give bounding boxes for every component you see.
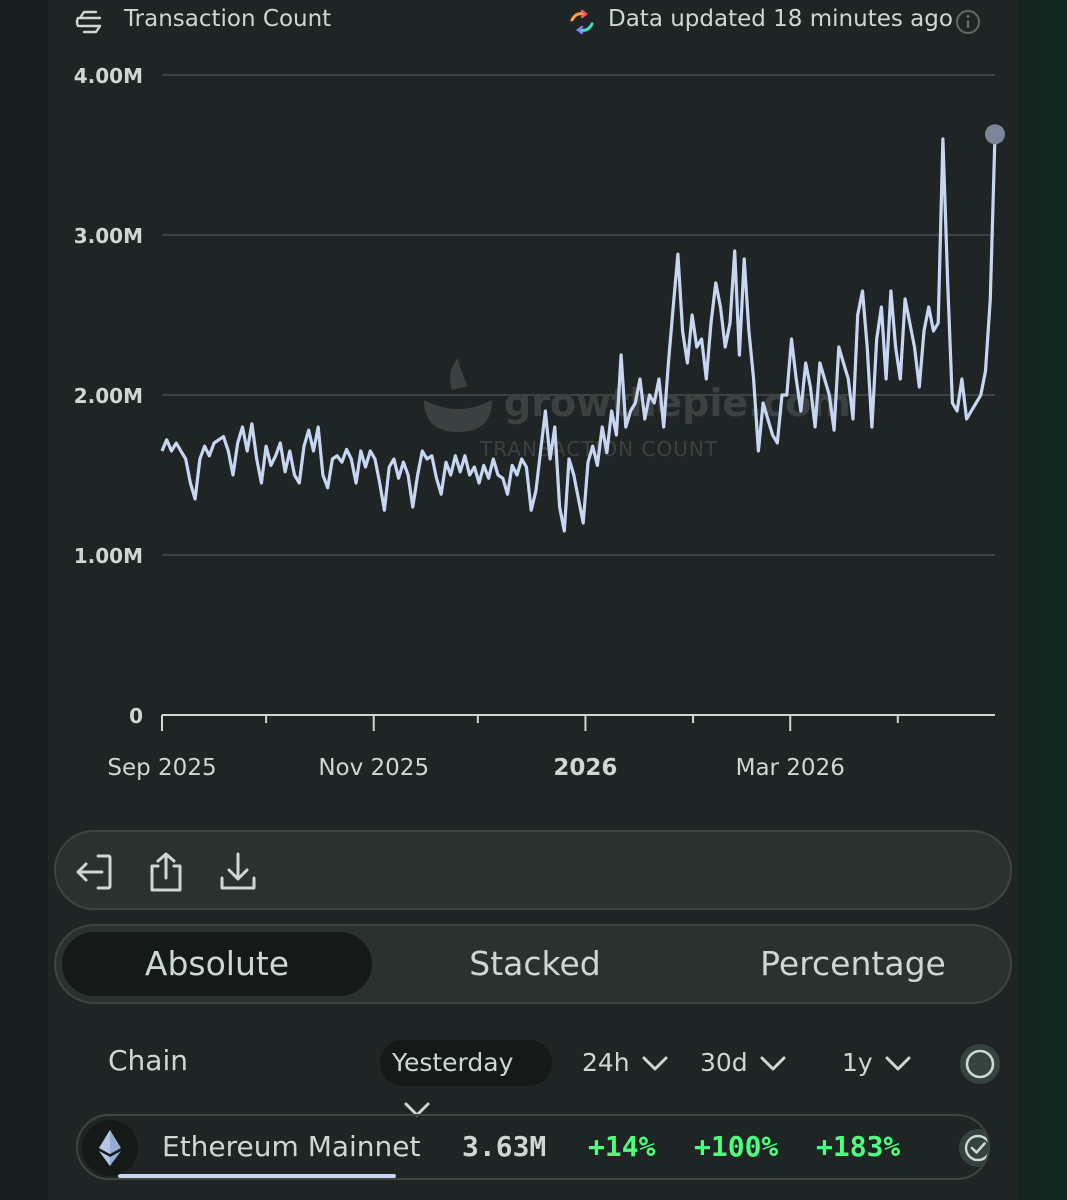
- x-tick-label: Sep 2025: [107, 755, 216, 781]
- x-tick-label: Mar 2026: [736, 755, 845, 781]
- period-label: 24h: [582, 1048, 630, 1077]
- info-icon[interactable]: [954, 8, 982, 36]
- mode-absolute[interactable]: Absolute: [62, 932, 372, 996]
- ethereum-icon: [99, 1130, 121, 1166]
- chain-name: Ethereum Mainnet: [162, 1130, 421, 1163]
- y-tick-label: 0: [129, 704, 143, 728]
- last-point-marker[interactable]: [985, 124, 1005, 145]
- y-tick-label: 3.00M: [74, 224, 143, 248]
- period-30d[interactable]: 30d: [688, 1040, 808, 1086]
- chart-grid: [162, 74, 995, 556]
- period-yesterday[interactable]: Yesterday: [380, 1040, 552, 1117]
- share-icon[interactable]: [144, 850, 188, 894]
- download-icon[interactable]: [216, 850, 260, 894]
- chevron-down-icon: [760, 1056, 786, 1071]
- y-tick-label: 1.00M: [74, 544, 143, 568]
- chevron-down-icon: [885, 1056, 911, 1071]
- growthepie-watermark: growthepie.com TRANSACTION COUNT: [424, 358, 851, 461]
- period-label: Yesterday: [392, 1048, 514, 1077]
- change-1y: +183%: [816, 1130, 901, 1163]
- chart-mode-switch: Absolute Stacked Percentage: [54, 924, 1012, 1004]
- chart-header: Transaction Count Data updated 18 minute…: [0, 0, 1067, 44]
- refresh-icon: [570, 9, 594, 35]
- pie-logo-icon: [424, 400, 492, 432]
- transaction-count-icon: [75, 10, 102, 34]
- x-tick-label: 2026: [553, 755, 617, 781]
- watermark-brand: growthepie.com: [504, 381, 851, 425]
- change-24h: +14%: [588, 1130, 656, 1163]
- period-label: 1y: [842, 1048, 873, 1077]
- chain-logo: [82, 1120, 138, 1176]
- exit-icon[interactable]: [72, 850, 116, 894]
- check-circle-icon[interactable]: [958, 1128, 990, 1168]
- period-1y[interactable]: 1y: [830, 1040, 940, 1086]
- chain-row-ethereum[interactable]: Ethereum Mainnet 3.63M +14% +100% +183%: [76, 1114, 990, 1180]
- chevron-down-icon: [642, 1056, 668, 1071]
- x-tick-label: Nov 2025: [318, 755, 429, 781]
- series-layer: [160, 124, 1005, 533]
- transaction-count-chart: growthepie.com TRANSACTION COUNT 0 1.00M 2…: [74, 64, 1005, 781]
- period-label: 30d: [700, 1048, 748, 1077]
- share-bar: [118, 1174, 396, 1178]
- select-all-toggle[interactable]: [958, 1042, 1002, 1086]
- series-line: [160, 134, 997, 533]
- chain-column-header: Chain: [108, 1044, 188, 1077]
- y-axis: 0 1.00M 2.00M 3.00M 4.00M: [74, 64, 143, 728]
- period-24h[interactable]: 24h: [570, 1040, 680, 1086]
- data-updated-text: Data updated 18 minutes ago: [608, 6, 953, 32]
- chain-value: 3.63M: [462, 1130, 547, 1163]
- chart-toolbar: [54, 830, 1012, 910]
- y-tick-label: 4.00M: [74, 64, 143, 88]
- chart-title: Transaction Count: [124, 6, 332, 32]
- change-30d: +100%: [694, 1130, 779, 1163]
- y-tick-label: 2.00M: [74, 384, 143, 408]
- x-axis: Sep 2025 Nov 2025 2026 Mar 2026: [107, 714, 995, 781]
- mode-stacked[interactable]: Stacked: [469, 944, 601, 983]
- mode-percentage[interactable]: Percentage: [760, 944, 946, 983]
